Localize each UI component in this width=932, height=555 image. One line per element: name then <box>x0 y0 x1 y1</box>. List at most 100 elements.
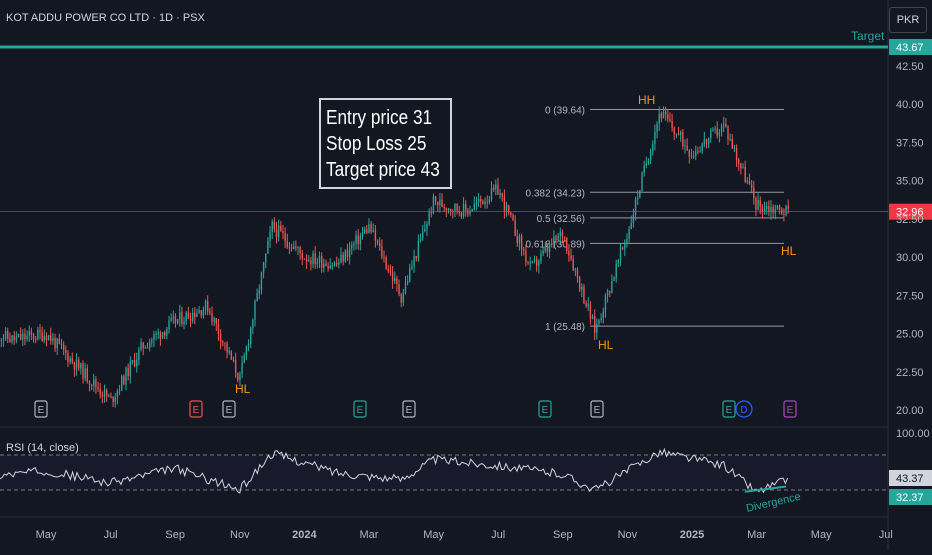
candle-body <box>520 235 523 250</box>
candle-body <box>282 231 284 234</box>
candle-body <box>69 358 71 363</box>
candle-body <box>701 144 703 152</box>
candle-body <box>284 233 286 241</box>
earnings-marker[interactable]: E <box>402 400 416 418</box>
earnings-marker[interactable]: E <box>722 400 736 418</box>
candle-body <box>406 281 409 283</box>
candle-body <box>310 260 312 265</box>
candle-body <box>37 329 39 340</box>
candle-body <box>325 263 327 266</box>
candle-body <box>368 224 370 233</box>
candle-body <box>548 243 551 252</box>
candle-body <box>93 379 95 386</box>
candle-body <box>318 256 321 263</box>
candle-body <box>372 230 374 233</box>
earnings-marker[interactable]: E <box>783 400 797 418</box>
currency-button[interactable]: PKR <box>889 7 927 33</box>
earnings-marker[interactable]: E <box>538 400 552 418</box>
candle-body <box>295 246 297 248</box>
candle-body <box>191 312 194 321</box>
candle-body <box>477 198 480 203</box>
candle-body <box>632 214 635 223</box>
candle-body <box>157 332 159 334</box>
candle-body <box>331 265 334 267</box>
swing-label-hl: HL <box>235 382 251 396</box>
x-tick-label: Mar <box>360 529 379 541</box>
candle-body <box>557 235 559 240</box>
candle-body <box>183 321 185 325</box>
candle-body <box>239 373 241 380</box>
earnings-marker[interactable]: E <box>222 400 236 418</box>
candle-body <box>80 363 82 369</box>
earnings-marker[interactable]: E <box>590 400 604 418</box>
candle-body <box>28 331 30 336</box>
candle-body <box>50 335 52 342</box>
svg-text:E: E <box>357 405 364 416</box>
candle-body <box>587 304 589 307</box>
svg-text:E: E <box>542 405 549 416</box>
candle-body <box>720 125 723 133</box>
candle-body <box>103 389 106 397</box>
candle-body <box>357 235 359 245</box>
candle-body <box>19 334 22 340</box>
candle-body <box>578 277 581 290</box>
candle-body <box>400 294 402 303</box>
candle-body <box>56 338 58 349</box>
candle-body <box>252 319 254 328</box>
candle-body <box>774 209 776 213</box>
dividend-marker[interactable]: D <box>735 400 753 418</box>
candle-body <box>391 272 394 282</box>
candle-body <box>9 338 11 342</box>
candle-body <box>176 319 179 324</box>
candle-body <box>454 203 456 212</box>
candle-body <box>54 338 56 349</box>
candle-body <box>133 360 136 367</box>
candle-body <box>84 368 86 379</box>
candle-body <box>677 133 680 135</box>
candle-body <box>32 334 35 339</box>
candle-body <box>723 124 725 126</box>
candle-body <box>45 335 48 340</box>
candle-body <box>499 193 501 195</box>
svg-text:E: E <box>726 405 733 416</box>
candle-body <box>413 256 415 267</box>
x-tick-label: 2025 <box>680 529 704 541</box>
candle-body <box>589 304 592 319</box>
candle-body <box>699 151 701 153</box>
candle-body <box>738 159 740 164</box>
earnings-marker[interactable]: E <box>189 400 203 418</box>
earnings-marker[interactable]: E <box>34 400 48 418</box>
candle-body <box>370 224 372 233</box>
candle-body <box>759 200 761 207</box>
candle-body <box>286 240 288 248</box>
candle-body <box>695 151 697 157</box>
svg-text:E: E <box>594 405 601 416</box>
y-tick-label: 27.50 <box>896 290 924 302</box>
candle-body <box>172 316 174 319</box>
candle-body <box>460 212 463 217</box>
candle-body <box>686 145 688 151</box>
candle-body <box>148 342 151 348</box>
candle-body <box>512 215 514 221</box>
candle-body <box>82 363 84 379</box>
candle-body <box>222 342 224 344</box>
candle-body <box>443 206 445 208</box>
candle-body <box>209 311 211 313</box>
candle-body <box>740 163 742 168</box>
earnings-marker[interactable]: E <box>353 400 367 418</box>
candle-body <box>260 272 263 291</box>
candle-body <box>527 261 529 264</box>
candle-body <box>432 196 435 214</box>
candle-body <box>153 334 155 340</box>
candle-body <box>269 231 271 241</box>
trade-note[interactable]: Entry price 31 Stop Loss 25 Target price… <box>319 98 452 189</box>
candle-body <box>761 206 764 212</box>
candle-body <box>254 301 256 320</box>
candle-body <box>439 199 441 206</box>
candle-body <box>538 261 540 266</box>
candle-body <box>161 332 164 339</box>
candle-body <box>680 131 682 135</box>
candle-body <box>766 206 768 209</box>
candle-body <box>669 119 671 121</box>
